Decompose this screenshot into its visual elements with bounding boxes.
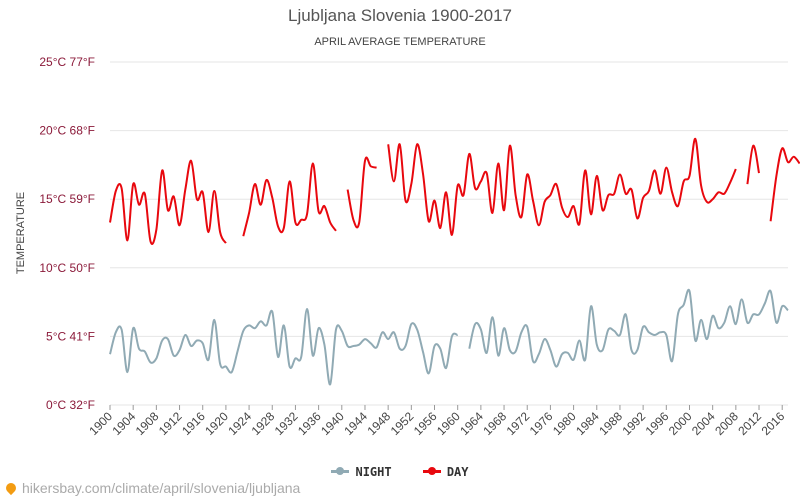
x-tick-label: 1972 [504,409,533,438]
x-tick-label: 1928 [249,409,278,438]
y-tick-label: 0°C 32°F [46,398,95,412]
x-tick-label: 1924 [225,409,254,438]
series-line-day [242,162,337,237]
x-tick-label: 1940 [318,409,347,438]
x-tick-label: 1944 [341,409,370,438]
chart-title: Ljubljana Slovenia 1900-2017 [287,6,512,25]
x-tick-label: 1936 [295,409,324,438]
footer[interactable]: hikersbay.com/climate/april/slovenia/lju… [3,480,301,496]
series-line-day [109,159,227,245]
series-line-day [769,147,800,222]
x-tick-label: 1920 [202,409,231,438]
footer-url[interactable]: hikersbay.com/climate/april/slovenia/lju… [22,480,301,496]
x-tick-label: 2000 [666,409,695,438]
legend-label-night: NIGHT [355,464,392,479]
y-tick-label: 20°C 68°F [39,124,95,138]
legend-item-day[interactable]: DAY [422,464,469,479]
x-tick-label: 1984 [573,409,602,438]
series-line-day [346,156,377,229]
y-tick-label: 5°C 41°F [46,329,95,343]
series-layer [109,137,800,386]
series-line-day [387,137,737,236]
y-tick-label: 10°C 50°F [39,261,95,275]
chart-subtitle: APRIL AVERAGE TEMPERATURE [314,36,486,48]
x-tick-label: 1900 [86,409,115,438]
x-tick-label: 2012 [735,409,764,438]
x-tick-label: 1980 [550,409,579,438]
x-tick-label: 2008 [712,409,741,438]
pin-icon [3,480,19,496]
legend: NIGHT DAY [0,462,800,479]
y-axis-ticks: 0°C 32°F 5°C 41°F 10°C 50°F 15°C 59°F 20°C 6… [39,55,95,412]
x-tick-label: 1976 [527,409,556,438]
x-tick-label: 1960 [434,409,463,438]
y-tick-label: 25°C 77°F [39,55,95,69]
x-tick-label: 1916 [179,409,208,438]
legend-label-day: DAY [446,464,469,479]
x-tick-label: 1952 [388,409,417,438]
legend-item-night[interactable]: NIGHT [331,464,392,479]
x-tick-label: 2004 [689,409,718,438]
x-tick-label: 1932 [272,409,301,438]
series-line-night [468,288,789,368]
series-line-day [746,144,760,185]
series-line-night [109,307,458,386]
x-tick-label: 1912 [156,409,185,438]
y-axis-label: TEMPERATURE [15,192,27,274]
x-tick-label: 1948 [364,409,393,438]
temperature-chart: 0°C 32°F 5°C 41°F 10°C 50°F 15°C 59°F 20°C 6… [15,55,800,438]
x-tick-label: 1996 [643,409,672,438]
x-tick-label: 2016 [759,409,788,438]
x-tick-label: 1908 [133,409,162,438]
x-tick-label: 1956 [411,409,440,438]
x-tick-label: 1992 [619,409,648,438]
legend-swatch-night [331,467,350,475]
x-tick-label: 1904 [110,409,139,438]
legend-swatch-day [422,467,441,475]
y-tick-label: 15°C 59°F [39,192,95,206]
x-tick-label: 1968 [480,409,509,438]
x-tick-label: 1964 [457,409,486,438]
x-tick-label: 1988 [596,409,625,438]
x-axis-ticks: 1900190419081912191619201924192819321936… [86,405,788,438]
